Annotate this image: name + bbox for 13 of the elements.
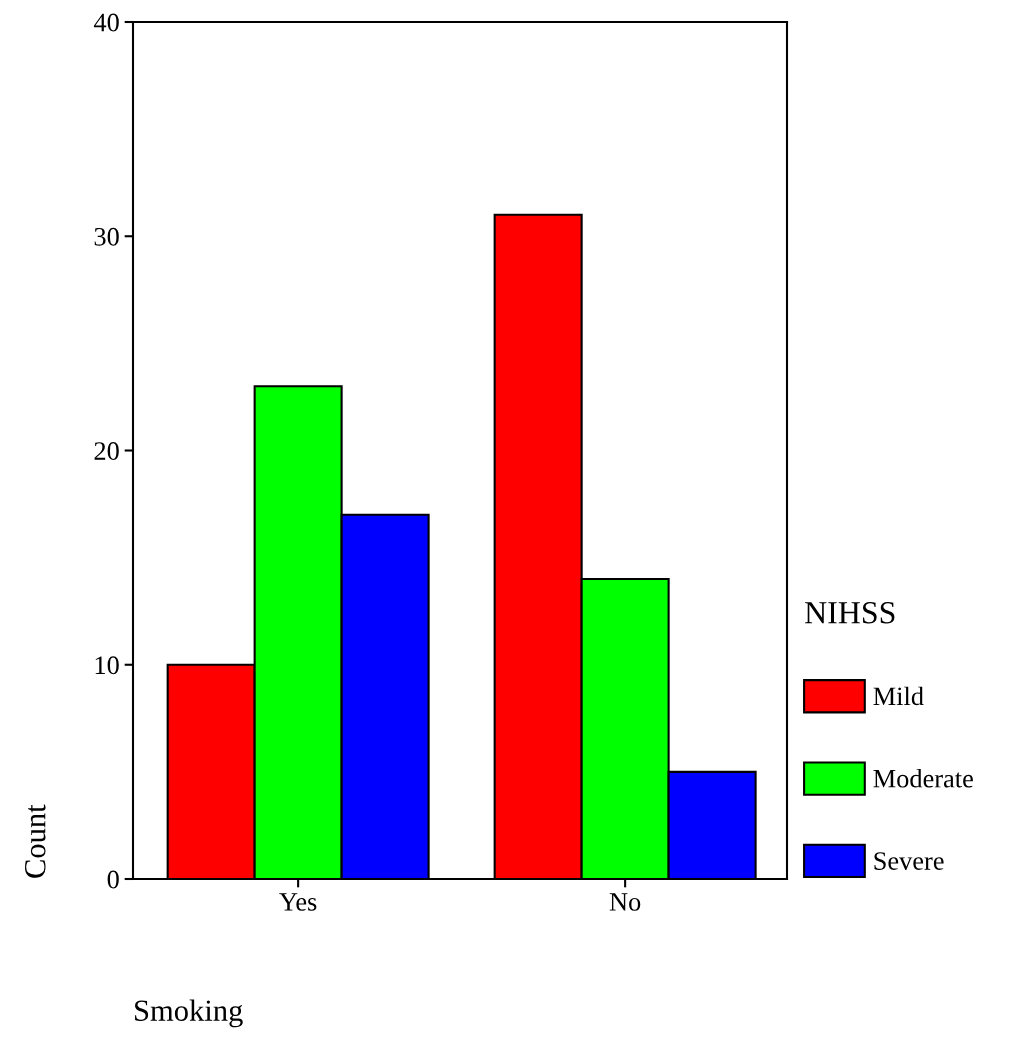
x-tick-label: Yes (279, 893, 317, 911)
y-tick-label: 40 (93, 13, 119, 32)
y-tick-label: 0 (107, 870, 119, 889)
x-tick-label: No (609, 893, 641, 911)
y-tick-label: 20 (94, 442, 119, 460)
y-tick-label: 30 (94, 227, 119, 246)
legend-label: Mild (873, 686, 924, 706)
legend-label: Moderate (873, 768, 973, 788)
y-axis-title: Count (25, 804, 46, 878)
legend-title: NIHSS (805, 602, 895, 624)
x-axis-title: Smoking (135, 999, 243, 1028)
legend-label: Severe (874, 852, 944, 870)
y-tick-label: 10 (95, 656, 119, 675)
